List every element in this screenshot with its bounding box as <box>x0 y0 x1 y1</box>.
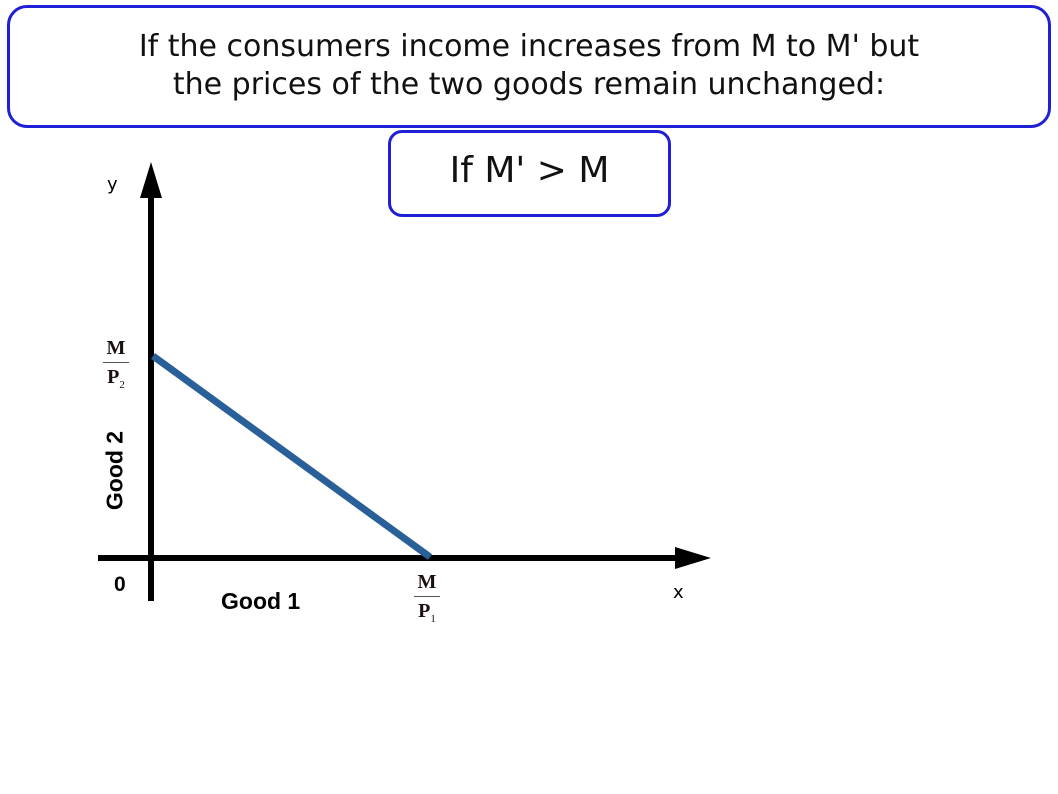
condition-text: If M' > M <box>449 150 610 191</box>
y-intercept-subscript: 2 <box>119 379 125 391</box>
x-intercept-subscript: 1 <box>430 613 436 625</box>
y-axis-letter: y <box>107 174 118 195</box>
y-intercept-denominator: P <box>107 366 120 388</box>
x-intercept-denominator: P <box>418 600 431 622</box>
title-line-1: If the consumers income increases from M… <box>138 29 920 64</box>
x-axis-arrowhead <box>675 547 711 569</box>
origin-label: 0 <box>114 573 126 596</box>
y-intercept-numerator: M <box>106 337 126 359</box>
condition-box: If M' > M <box>388 130 671 217</box>
title-line-2: the prices of the two goods remain uncha… <box>172 67 886 102</box>
x-axis-label: Good 1 <box>221 588 301 614</box>
x-axis-letter: x <box>673 582 684 603</box>
title-box: If the consumers income increases from M… <box>7 5 1051 128</box>
x-intercept-label: M P1 <box>412 571 442 630</box>
y-axis-label: Good 2 <box>101 430 128 511</box>
y-intercept-label: M P2 <box>101 337 131 396</box>
x-intercept-numerator: M <box>417 571 437 593</box>
budget-line <box>150 353 433 560</box>
y-axis-arrowhead <box>140 162 162 198</box>
